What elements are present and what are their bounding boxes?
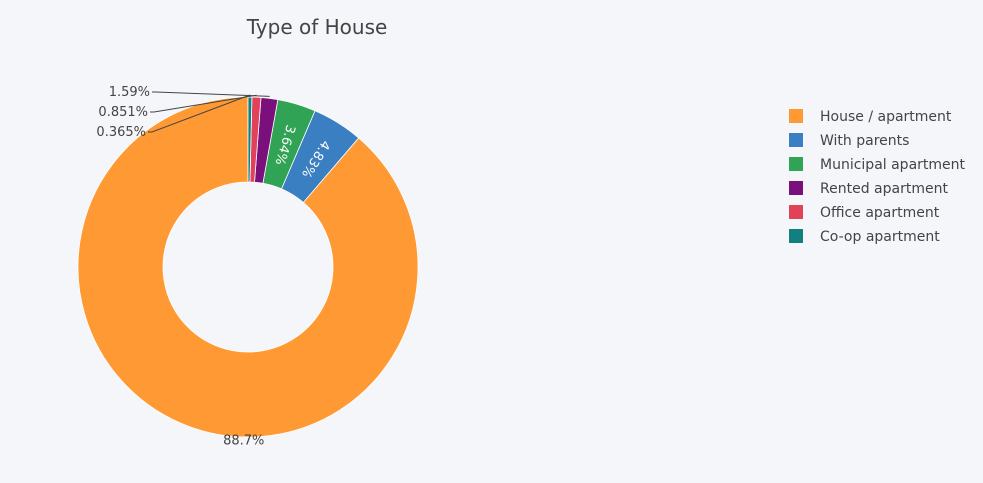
legend-item-office-apartment[interactable]: Office apartment <box>789 205 940 221</box>
legend-item-rented-apartment[interactable]: Rented apartment <box>789 181 948 197</box>
legend-label: Office apartment <box>820 205 940 221</box>
slice-house-apartment[interactable] <box>77 96 419 438</box>
legend-swatch <box>789 181 803 195</box>
slice-co-op-apartment[interactable] <box>247 96 253 183</box>
legend-swatch <box>789 133 803 147</box>
chart-title: Type of House <box>246 15 388 39</box>
legend-label: Co-op apartment <box>820 229 940 245</box>
leader-line-co-op-apartment <box>148 94 251 133</box>
leader-line-rented-apartment <box>152 91 270 97</box>
legend-swatch <box>789 109 803 123</box>
legend-swatch <box>789 229 803 243</box>
legend-item-co-op-apartment[interactable]: Co-op apartment <box>789 229 940 245</box>
donut-slices <box>77 96 419 438</box>
legend-label: Rented apartment <box>820 181 948 197</box>
slice-label-rented-apartment: 1.59% <box>109 85 150 100</box>
legend-item-with-parents[interactable]: With parents <box>789 133 909 149</box>
legend-swatch <box>789 157 803 171</box>
slice-label-co-op-apartment: 0.365% <box>96 125 146 140</box>
leader-line-office-apartment <box>150 94 257 113</box>
legend-swatch <box>789 205 803 219</box>
slice-label-house-apartment: 88.7% <box>223 434 264 449</box>
legend-label: With parents <box>820 133 909 149</box>
legend-item-house-apartment[interactable]: House / apartment <box>789 109 952 125</box>
legend-label: House / apartment <box>820 109 952 125</box>
legend[interactable]: House / apartment With parents Municipal a… <box>789 109 966 245</box>
legend-label: Municipal apartment <box>820 157 966 173</box>
legend-item-municipal-apartment[interactable]: Municipal apartment <box>789 157 966 173</box>
slice-label-office-apartment: 0.851% <box>98 105 148 120</box>
